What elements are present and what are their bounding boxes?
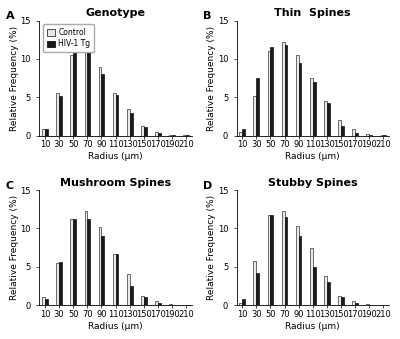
Bar xyxy=(116,254,118,305)
Bar xyxy=(380,135,383,136)
Bar xyxy=(324,101,327,136)
Bar xyxy=(254,261,256,305)
Bar xyxy=(338,296,341,305)
Bar xyxy=(256,78,259,136)
Bar xyxy=(56,263,59,305)
Bar xyxy=(70,219,73,305)
X-axis label: Radius (μm): Radius (μm) xyxy=(88,322,143,331)
Bar xyxy=(155,133,158,136)
Bar xyxy=(42,297,45,305)
Bar xyxy=(327,282,330,305)
Text: C: C xyxy=(6,181,14,191)
Bar xyxy=(369,135,372,136)
Bar xyxy=(169,304,172,305)
X-axis label: Radius (μm): Radius (μm) xyxy=(88,152,143,161)
Title: Stubby Spines: Stubby Spines xyxy=(268,178,358,188)
Bar xyxy=(102,74,104,136)
Bar xyxy=(45,299,48,305)
Bar xyxy=(99,227,102,305)
Bar xyxy=(242,129,245,136)
Bar xyxy=(113,254,116,305)
Bar xyxy=(242,299,245,305)
Bar xyxy=(239,303,242,305)
Y-axis label: Relative Frequency (%): Relative Frequency (%) xyxy=(207,25,216,131)
Bar xyxy=(130,113,132,136)
Bar xyxy=(70,55,73,136)
Bar xyxy=(299,236,302,305)
Bar xyxy=(310,247,313,305)
Bar xyxy=(84,212,87,305)
Bar xyxy=(296,55,299,136)
Bar xyxy=(144,297,147,305)
Bar xyxy=(56,93,59,136)
Bar xyxy=(141,296,144,305)
Bar xyxy=(59,96,62,136)
Bar xyxy=(183,135,186,136)
Text: D: D xyxy=(203,181,212,191)
Bar xyxy=(268,215,270,305)
Bar xyxy=(327,103,330,136)
Bar xyxy=(42,129,45,136)
Bar xyxy=(84,43,87,136)
Bar xyxy=(299,63,302,136)
Y-axis label: Relative Frequency (%): Relative Frequency (%) xyxy=(10,25,19,131)
Bar xyxy=(116,95,118,136)
Bar xyxy=(310,78,313,136)
Bar xyxy=(352,129,355,136)
Title: Genotype: Genotype xyxy=(86,8,146,18)
Bar xyxy=(254,96,256,136)
Y-axis label: Relative Frequency (%): Relative Frequency (%) xyxy=(207,195,216,300)
Bar xyxy=(127,109,130,136)
Bar xyxy=(270,47,273,136)
Legend: Control, HIV-1 Tg: Control, HIV-1 Tg xyxy=(43,24,94,52)
Bar xyxy=(59,262,62,305)
Bar xyxy=(282,212,284,305)
Bar xyxy=(284,45,287,136)
Bar xyxy=(144,127,147,136)
Bar xyxy=(341,297,344,305)
Bar xyxy=(239,132,242,136)
Bar xyxy=(127,274,130,305)
Text: A: A xyxy=(6,11,14,21)
Bar xyxy=(355,303,358,305)
Title: Thin  Spines: Thin Spines xyxy=(274,8,351,18)
Bar xyxy=(268,51,270,136)
Title: Mushroom Spines: Mushroom Spines xyxy=(60,178,171,188)
Bar xyxy=(352,301,355,305)
Bar xyxy=(73,219,76,305)
Bar xyxy=(296,226,299,305)
Bar xyxy=(341,126,344,136)
Bar xyxy=(366,134,369,136)
Bar xyxy=(87,219,90,305)
Bar xyxy=(256,273,259,305)
Bar xyxy=(87,47,90,136)
Bar xyxy=(338,120,341,136)
Bar xyxy=(355,133,358,136)
Bar xyxy=(313,82,316,136)
Bar xyxy=(158,133,161,136)
Bar xyxy=(284,217,287,305)
Bar xyxy=(324,276,327,305)
X-axis label: Radius (μm): Radius (μm) xyxy=(286,152,340,161)
Bar xyxy=(45,129,48,136)
Bar xyxy=(172,135,175,136)
Bar xyxy=(282,42,284,136)
Bar xyxy=(99,66,102,136)
Bar xyxy=(366,304,369,305)
X-axis label: Radius (μm): Radius (μm) xyxy=(286,322,340,331)
Text: B: B xyxy=(203,11,211,21)
Bar xyxy=(169,135,172,136)
Bar xyxy=(130,286,132,305)
Bar xyxy=(73,47,76,136)
Bar xyxy=(155,301,158,305)
Bar xyxy=(113,93,116,136)
Bar xyxy=(102,236,104,305)
Bar xyxy=(141,126,144,136)
Bar xyxy=(313,267,316,305)
Y-axis label: Relative Frequency (%): Relative Frequency (%) xyxy=(10,195,19,300)
Bar xyxy=(270,215,273,305)
Bar xyxy=(158,303,161,305)
